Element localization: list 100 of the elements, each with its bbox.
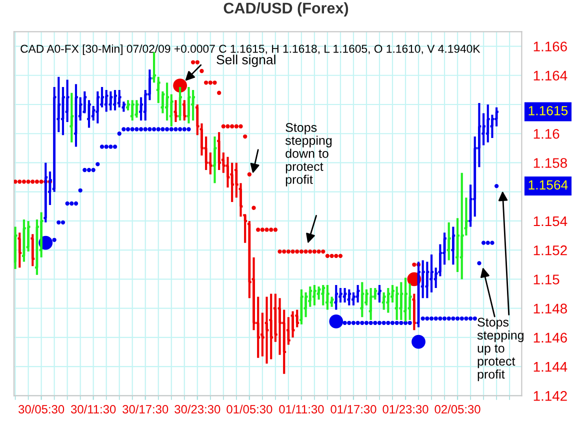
text: 1.1564 xyxy=(528,180,568,190)
candlestick xyxy=(450,226,456,266)
candlestick xyxy=(264,296,270,365)
annotation: Stops stepping down to protect profit xyxy=(285,123,332,186)
point xyxy=(278,249,282,254)
y-tick-label: 1.142 xyxy=(534,391,567,401)
point xyxy=(325,254,330,258)
candlestick xyxy=(333,284,340,311)
point xyxy=(330,254,334,258)
candlestick xyxy=(268,292,274,360)
y-tick-label: 1.15 xyxy=(534,274,560,284)
point xyxy=(290,249,295,254)
point xyxy=(312,249,317,254)
point xyxy=(234,124,238,128)
point xyxy=(412,262,416,267)
text: CAD A0-FX [30-Min] 07/02/09 +0.0007 C 1.1615, H 1.1618, L 1.1605, O 1.1610, V 4.1940K xyxy=(20,44,480,56)
x-tick-label: 01/23:30 xyxy=(382,404,428,414)
point xyxy=(269,228,274,232)
point xyxy=(200,68,204,74)
candlestick xyxy=(30,233,36,268)
candlestick xyxy=(346,288,352,306)
point xyxy=(26,180,30,184)
chart-title: CAD/USD (Forex) xyxy=(224,2,348,17)
x-tick-label: 30/23:30 xyxy=(174,404,220,414)
candlestick xyxy=(116,88,122,108)
x-tick-label: 30/17:30 xyxy=(122,404,168,414)
point xyxy=(30,180,35,184)
point xyxy=(226,124,230,128)
candlestick xyxy=(103,88,110,113)
point xyxy=(14,180,18,184)
y-tick-label: 1.152 xyxy=(534,245,567,256)
annotation: Sell signal xyxy=(216,54,276,67)
y-tick-label: 1.146 xyxy=(534,332,567,343)
candlestick xyxy=(129,99,136,122)
point xyxy=(338,254,343,258)
point xyxy=(247,172,252,176)
point xyxy=(238,124,243,128)
point xyxy=(286,249,291,254)
candlestick xyxy=(16,232,23,269)
candlestick xyxy=(411,292,418,332)
candlestick xyxy=(108,90,114,112)
point xyxy=(321,249,326,254)
point xyxy=(18,180,22,184)
y-tick-label: 1.166 xyxy=(534,42,567,52)
point xyxy=(208,80,212,85)
y-tick-label: 1.16 xyxy=(534,128,560,139)
point xyxy=(334,254,338,258)
point xyxy=(316,249,321,254)
point xyxy=(22,180,26,184)
candlestick xyxy=(446,221,452,262)
candlestick xyxy=(484,103,491,144)
point xyxy=(212,80,217,85)
candlestick xyxy=(94,90,101,124)
point xyxy=(308,249,312,254)
y-tick-label: 1.154 xyxy=(534,216,568,226)
point xyxy=(304,249,308,254)
candlestick xyxy=(320,284,326,306)
annotation: Stops stepping up to protect profit xyxy=(477,318,524,382)
candlestick xyxy=(68,92,75,144)
candlestick xyxy=(290,310,296,339)
point xyxy=(190,60,196,64)
y-tick-label: 1.148 xyxy=(534,304,567,314)
x-tick-label: 01/17:30 xyxy=(330,404,376,414)
candlestick xyxy=(212,135,218,184)
y-tick-label: 1.164 xyxy=(534,70,568,81)
point xyxy=(273,228,278,232)
point xyxy=(204,80,208,85)
point xyxy=(221,124,226,128)
candlestick xyxy=(134,99,140,119)
point xyxy=(256,228,260,232)
candlestick xyxy=(190,88,196,122)
point xyxy=(243,134,248,139)
x-tick-label: 30/05:30 xyxy=(18,404,64,414)
candlestick xyxy=(458,172,465,280)
candlestick xyxy=(380,291,387,311)
point xyxy=(295,249,300,254)
x-tick-label: 01/05:30 xyxy=(226,404,272,414)
point xyxy=(195,60,200,64)
candlestick xyxy=(172,99,179,124)
x-tick-label: 30/11:30 xyxy=(70,404,116,414)
candlestick xyxy=(354,284,361,304)
candlestick xyxy=(155,76,162,104)
point xyxy=(264,228,269,232)
x-tick-label: 02/05:30 xyxy=(434,404,480,414)
point xyxy=(282,249,286,254)
candlestick xyxy=(216,131,222,172)
point xyxy=(34,180,40,184)
point xyxy=(252,206,256,210)
text: 1.1615 xyxy=(528,106,568,116)
point xyxy=(260,228,265,232)
x-tick-label: 01/11:30 xyxy=(279,404,324,414)
candlestick xyxy=(181,99,188,122)
candlestick xyxy=(186,86,192,124)
candlestick xyxy=(359,281,366,318)
y-tick-label: 1.158 xyxy=(534,158,567,168)
y-tick-label: 1.144 xyxy=(534,362,568,372)
point xyxy=(230,124,234,128)
point xyxy=(299,249,304,254)
candlestick xyxy=(385,286,392,314)
point xyxy=(39,180,44,184)
